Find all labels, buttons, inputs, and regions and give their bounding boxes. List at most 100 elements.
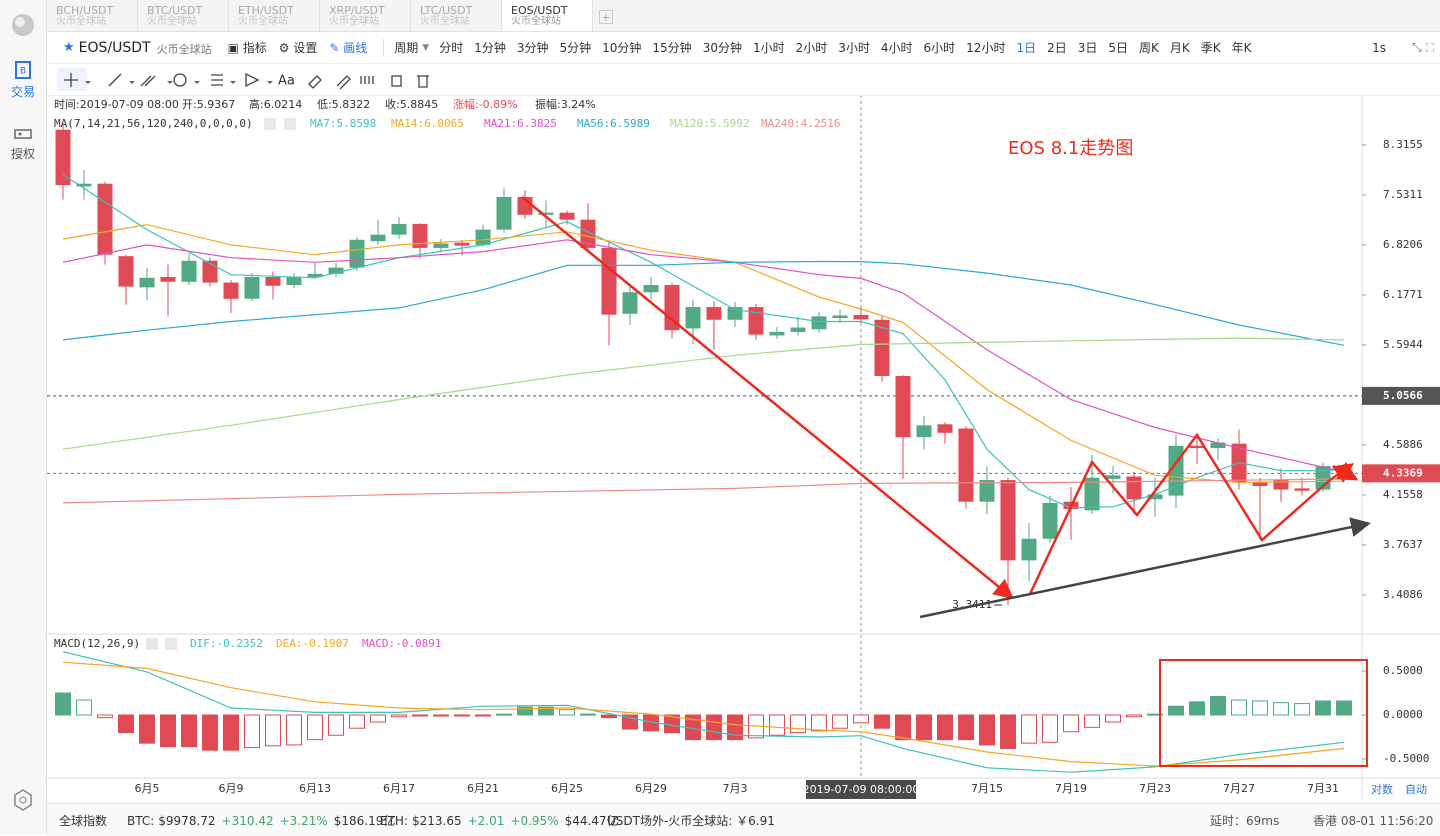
tab[interactable]: BCH/USDT 火币全球站	[47, 0, 138, 31]
macd-bar	[1168, 705, 1184, 716]
macd-bar	[1336, 700, 1352, 716]
y-tick-label: 3.7637	[1383, 538, 1423, 551]
period[interactable]: 3日	[1077, 41, 1098, 55]
period[interactable]: 10分钟	[602, 41, 642, 55]
toolbar-button[interactable]: ▣ 指标	[228, 39, 267, 56]
auth-nav[interactable]: 授权	[0, 126, 46, 162]
candle-body	[1168, 445, 1184, 496]
sidebar: B 交易 授权	[0, 0, 47, 835]
ticker-volume: $186.19亿	[333, 814, 396, 828]
add-tab[interactable]: +	[599, 10, 613, 24]
tab[interactable]: LTC/USDT 火币全球站	[411, 0, 502, 31]
indices-label: 全球指数	[59, 814, 108, 828]
period[interactable]: 3小时	[838, 41, 870, 55]
zigzag-arrow-head	[1329, 463, 1355, 483]
legend-entry: MA21:6.3825	[484, 117, 557, 130]
period[interactable]: 年K	[1231, 41, 1252, 55]
macd-bar	[1147, 713, 1163, 716]
axis-button[interactable]: 自动	[1405, 783, 1427, 796]
candle-body	[538, 212, 554, 215]
trade-nav[interactable]: B 交易	[0, 60, 46, 100]
period[interactable]: 1分钟	[474, 41, 506, 55]
candle-body	[748, 307, 764, 335]
macd-bar	[853, 714, 869, 724]
macd-bar	[748, 714, 764, 739]
period[interactable]: 2日	[1047, 41, 1067, 55]
y-tick-label: 0.0000	[1383, 708, 1423, 721]
period[interactable]: 4小时	[880, 41, 913, 55]
chart-title: EOS 8.1走势图	[1008, 138, 1133, 159]
axis-button[interactable]: 对数	[1371, 782, 1393, 796]
refresh[interactable]: 1s	[1372, 40, 1386, 55]
period[interactable]: 1小时	[752, 41, 785, 55]
period[interactable]: 分时	[439, 41, 464, 55]
candle-body	[412, 223, 428, 248]
favorite-star[interactable]: ★	[63, 40, 75, 55]
zigzag-arrow	[1028, 432, 1331, 595]
candle-body	[517, 196, 533, 215]
toolbar-button[interactable]: ✎ 画线	[329, 39, 367, 56]
x-tick-label: 7月19	[1055, 782, 1087, 795]
window-icons[interactable]: ⤡ ⛶	[1412, 40, 1434, 54]
candle-body	[580, 219, 596, 248]
ticker-change: +310.42	[221, 814, 274, 828]
macd-bar	[538, 706, 554, 716]
macd-bar	[223, 714, 239, 751]
indicator-toggle	[264, 118, 276, 130]
tab[interactable]: XRP/USDT 火币全球站	[320, 0, 411, 31]
candle-body	[1063, 501, 1079, 510]
indicator-label: MACD(12,26,9)	[54, 637, 140, 650]
macd-bar	[832, 714, 848, 729]
candle-body	[1147, 494, 1163, 500]
period[interactable]: 15分钟	[652, 41, 692, 55]
period[interactable]: 30分钟	[702, 41, 742, 55]
candle-body	[601, 247, 617, 315]
candle-body	[370, 234, 386, 242]
tab[interactable]: BTC/USDT 火币全球站	[138, 0, 229, 31]
candle-body	[475, 229, 491, 245]
period[interactable]: 2小时	[795, 41, 828, 55]
period[interactable]: 5分钟	[559, 41, 592, 55]
candle-body	[202, 260, 218, 283]
y-tick-label: 7.5311	[1383, 188, 1423, 201]
period[interactable]: 12小时	[966, 41, 1006, 55]
period[interactable]: 月K	[1169, 41, 1190, 55]
period[interactable]: 6小时	[923, 41, 956, 55]
y-tick-label: -0.5000	[1383, 752, 1429, 765]
candle-body	[790, 327, 806, 332]
settings-icon[interactable]	[0, 785, 46, 815]
period[interactable]: 季K	[1200, 41, 1221, 55]
candle-body	[1042, 502, 1058, 539]
macd-bar	[916, 714, 932, 741]
macd-bar	[1063, 714, 1079, 733]
macd-bar	[139, 714, 155, 744]
tab[interactable]: ETH/USDT 火币全球站	[229, 0, 320, 31]
y-tick-label: 4.5886	[1383, 438, 1423, 451]
candle-body	[181, 260, 197, 282]
candle-body	[1252, 482, 1268, 486]
period[interactable]: 3分钟	[516, 41, 549, 55]
ticker-volume: $44.47亿	[564, 814, 619, 828]
macd-bar	[1252, 700, 1268, 716]
macd-bar	[391, 714, 407, 718]
text-tool[interactable]: Aa	[278, 74, 295, 89]
macd-bar	[1273, 702, 1289, 716]
period[interactable]: 1日	[1016, 41, 1037, 55]
indicator-label: MA(7,14,21,56,120,240,0,0,0,0)	[54, 117, 253, 130]
macd-bar	[475, 714, 491, 717]
indicator-line	[62, 239, 1345, 473]
info-item: 高:6.0214	[249, 97, 302, 111]
macd-bar	[706, 714, 722, 741]
macd-bar	[580, 713, 596, 716]
period[interactable]: 周K	[1139, 41, 1159, 55]
support-arrow	[919, 517, 1371, 619]
period[interactable]: 5日	[1108, 41, 1129, 55]
candle-body	[1315, 466, 1331, 490]
indicator-line	[62, 478, 1345, 504]
toolbar: ★ EOS/USDT 火币全球站 ▣ 指标 ⚙ 设置 ✎ 画线 周期 ▼ 分时 1分钟 3分钟 5分钟…	[47, 32, 1440, 64]
candle-body	[1000, 480, 1016, 561]
candle-body	[139, 277, 155, 288]
toolbar-button[interactable]: ⚙ 设置	[279, 39, 318, 56]
candle-body	[706, 307, 722, 320]
tab[interactable]: EOS/USDT 火币全球站	[502, 0, 593, 31]
